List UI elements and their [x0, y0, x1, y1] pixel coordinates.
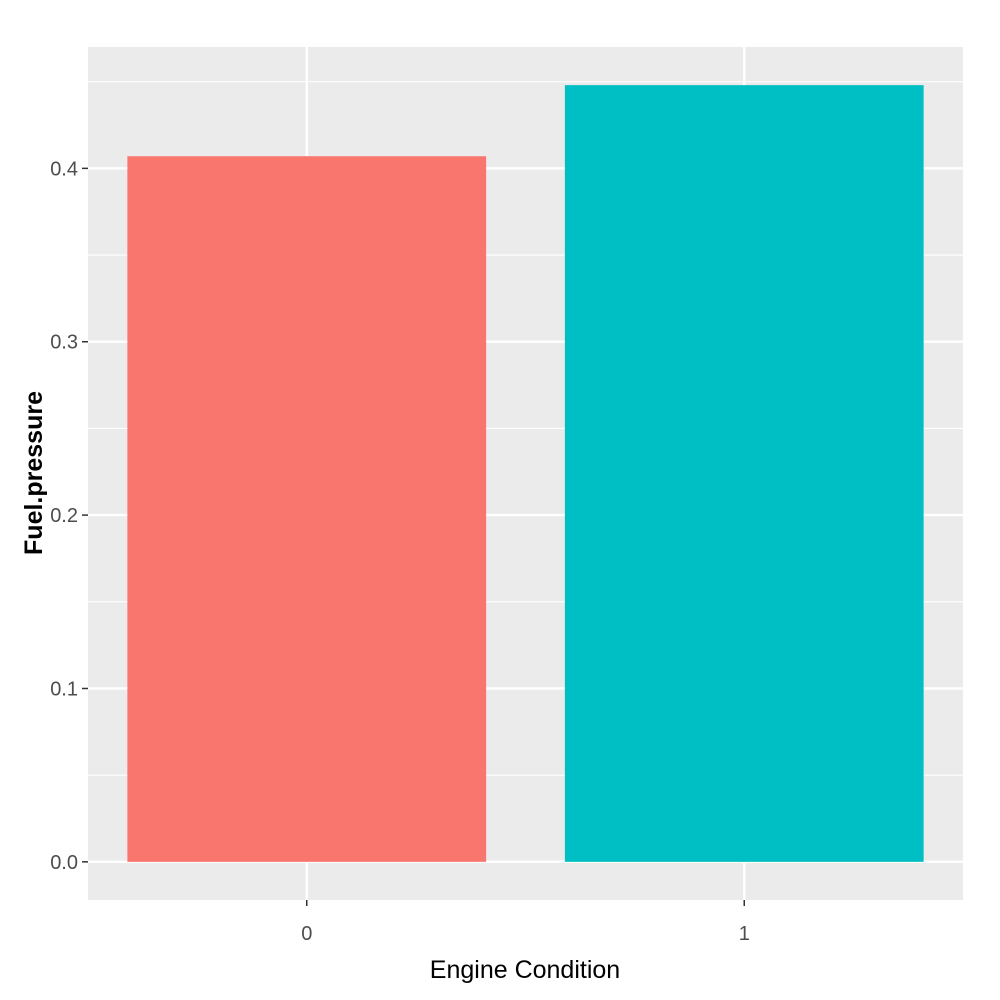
y-tick-label: 0.1	[50, 678, 78, 700]
y-axis-ticks: 0.0 0.1 0.2 0.3 0.4	[50, 158, 88, 874]
x-tick-label: 0	[301, 923, 312, 945]
x-tick-label: 1	[739, 923, 750, 945]
bar-1	[564, 85, 924, 862]
y-axis-title: Fuel.pressure	[20, 391, 48, 555]
bar-0	[127, 156, 487, 862]
y-tick-label: 0.0	[50, 852, 78, 874]
bars	[127, 85, 924, 862]
y-tick-label: 0.3	[50, 332, 78, 354]
y-tick-label: 0.2	[50, 505, 78, 527]
y-tick-label: 0.4	[50, 158, 78, 180]
x-axis-title: Engine Condition	[430, 956, 620, 984]
